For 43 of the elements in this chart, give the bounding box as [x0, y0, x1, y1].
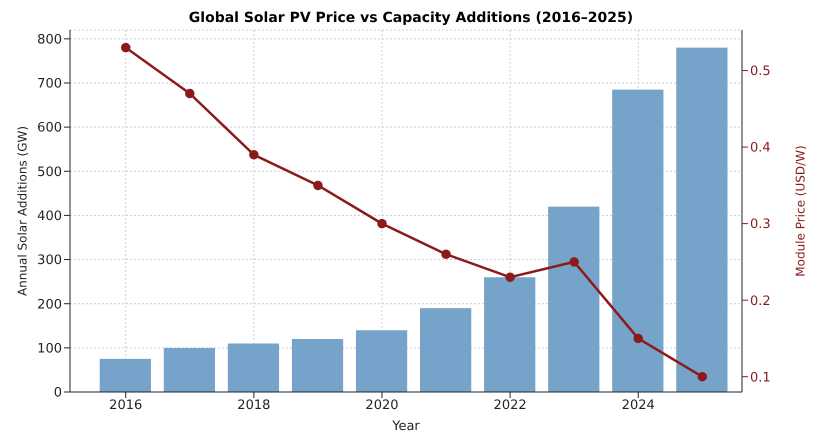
x-tick-label: 2022 [494, 398, 527, 414]
bar [484, 277, 536, 392]
point [120, 42, 130, 52]
point [633, 334, 643, 344]
bar [100, 358, 151, 392]
y-axis-title: Annual Solar Additions (GW) [15, 126, 30, 296]
point [698, 372, 708, 382]
y-tick-label: 400 [37, 209, 62, 224]
bar [356, 330, 408, 392]
point [441, 249, 451, 259]
bar [420, 308, 472, 392]
y2-tick-label: 0.4 [750, 140, 771, 156]
point [377, 218, 387, 228]
bar [548, 206, 600, 392]
y2-tick-label: 0.3 [750, 217, 771, 232]
point [569, 257, 579, 267]
y-tick-label: 600 [37, 120, 62, 136]
y2-tick-label: 0.1 [750, 370, 771, 386]
x-axis-title: Year [391, 419, 420, 434]
y2-tick-label: 0.5 [750, 64, 771, 80]
point [185, 88, 195, 98]
bar [164, 348, 216, 392]
y-tick-label: 500 [37, 164, 62, 180]
bar [228, 343, 280, 392]
bar [292, 339, 344, 392]
point [249, 150, 259, 160]
x-tick-label: 2016 [109, 398, 142, 414]
x-tick-label: 2020 [365, 398, 399, 414]
y-tick-label: 300 [37, 253, 62, 268]
x-tick-label: 2018 [237, 398, 270, 414]
y2-axis-title: Module Price (USD/W) [793, 145, 808, 277]
y-tick-label: 700 [37, 76, 62, 92]
y-tick-label: 100 [37, 341, 62, 356]
y-tick-label: 0 [54, 386, 62, 401]
bar [612, 90, 664, 392]
y2-tick-label: 0.2 [750, 294, 771, 309]
y-tick-label: 800 [37, 32, 62, 48]
chart-title: Global Solar PV Price vs Capacity Additions (2016–2025) [188, 10, 634, 26]
point [505, 272, 515, 282]
y-tick-label: 200 [37, 297, 62, 312]
x-tick-label: 2024 [622, 398, 655, 414]
bar [676, 48, 728, 392]
point [313, 180, 323, 190]
